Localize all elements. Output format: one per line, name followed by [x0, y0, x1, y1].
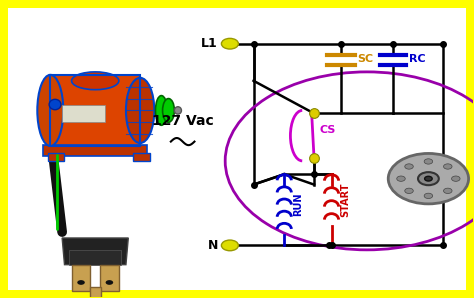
FancyBboxPatch shape [72, 265, 91, 291]
Text: RC: RC [409, 54, 425, 63]
Circle shape [425, 176, 432, 181]
Circle shape [77, 280, 85, 285]
FancyBboxPatch shape [133, 153, 150, 161]
Circle shape [221, 38, 238, 49]
Text: RUN: RUN [293, 193, 303, 216]
Circle shape [405, 188, 413, 193]
Circle shape [444, 188, 452, 193]
Ellipse shape [174, 107, 182, 114]
Text: CS: CS [319, 125, 336, 135]
Circle shape [452, 176, 460, 181]
FancyBboxPatch shape [50, 75, 140, 146]
Circle shape [221, 240, 238, 251]
Circle shape [405, 164, 413, 169]
FancyBboxPatch shape [43, 145, 147, 156]
FancyBboxPatch shape [69, 250, 121, 265]
FancyBboxPatch shape [100, 265, 119, 291]
Text: 127 Vac: 127 Vac [152, 114, 213, 128]
Ellipse shape [49, 99, 61, 110]
Text: START: START [340, 183, 350, 218]
Circle shape [388, 153, 469, 204]
Circle shape [397, 176, 405, 181]
Ellipse shape [155, 96, 167, 125]
Circle shape [106, 280, 113, 285]
Ellipse shape [72, 72, 119, 90]
Circle shape [424, 159, 433, 164]
Text: SC: SC [357, 54, 374, 63]
Circle shape [444, 164, 452, 169]
Circle shape [418, 172, 439, 185]
FancyBboxPatch shape [62, 105, 105, 122]
Text: N: N [208, 239, 218, 252]
Ellipse shape [37, 75, 64, 146]
FancyBboxPatch shape [8, 8, 466, 290]
Ellipse shape [163, 99, 174, 122]
Ellipse shape [126, 78, 155, 143]
FancyBboxPatch shape [90, 287, 101, 298]
Text: L1: L1 [201, 37, 218, 50]
Circle shape [424, 193, 433, 198]
Polygon shape [62, 238, 128, 265]
FancyBboxPatch shape [48, 153, 64, 161]
